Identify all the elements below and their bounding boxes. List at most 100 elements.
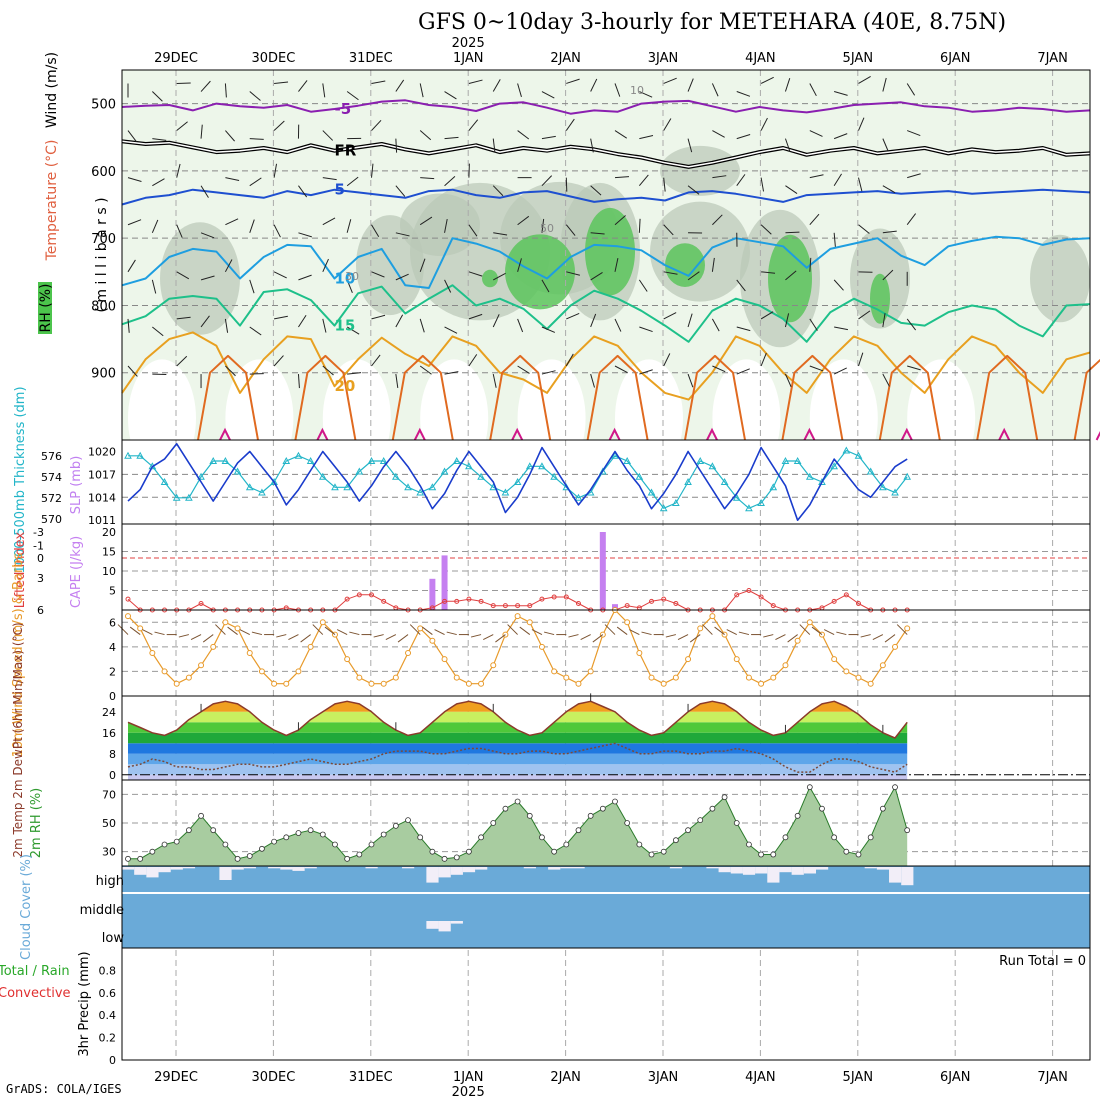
temp-band [128,701,908,712]
wind-barb [152,178,165,187]
thickness-point [866,467,875,475]
wind-barb [371,271,385,278]
lifted-index-point [344,596,350,602]
thickness-point [294,451,303,459]
wind-speed-point [465,680,472,687]
rh-dry-region [225,359,294,478]
wind-speed-point [575,680,582,687]
thickness-point [197,472,205,480]
isotherm-25 [1073,358,1100,441]
rh-point [344,855,351,862]
wind-barb [346,279,353,294]
wind-barb [444,279,452,293]
wind-speed-point [453,674,460,681]
cloud-label: Cloud Cover (%) [19,854,34,960]
thickness-point [282,456,291,464]
wind-barb [322,130,334,141]
wind-barb [419,130,432,141]
wind-barb [419,83,424,98]
slp-tick: 1020 [88,445,116,458]
wind-speed-point [210,643,217,650]
wind-barb [541,279,550,293]
precip-label: 3hr Precip (mm) [77,951,92,1056]
rh-point [198,812,204,819]
wind-barb [736,368,750,375]
wind-barb [200,124,203,139]
wind-speed-point [794,637,801,644]
thickness-point [708,462,717,470]
wind-barb [882,230,897,234]
wind-barb [468,224,478,237]
wind-speed-point [526,619,533,626]
rh-point [125,855,131,862]
wind-barb [712,214,723,226]
wind-barb [249,177,262,187]
cape-tick: 20 [102,526,116,539]
wind-barb [298,274,312,281]
wind-speed-point [246,650,253,656]
cloud-low-label: low [102,931,125,946]
wind-barb-10m [251,631,263,636]
thickness-point [501,488,510,496]
day-label-bottom: 6JAN [940,1070,971,1085]
lifted-index-point [624,603,630,609]
wind-barb [298,185,308,198]
wind-barb-10m [483,634,494,641]
rh-point [478,834,484,841]
cloud-high-bar [122,867,135,870]
wind-barb [785,231,800,234]
wind-speed-point [417,625,424,632]
day-label-top: 31DEC [349,51,393,66]
wind-barb-10m [519,626,531,635]
wind-barb [224,83,227,98]
lifted-index-point [478,598,484,604]
cape-tick: 5 [109,585,116,598]
wind-barb [712,130,725,138]
wind-barb-10m [726,629,737,636]
precip-tick: 0.8 [99,964,117,977]
rh-point [161,841,168,848]
wind-tick: 4 [109,641,116,654]
freezing-line-inner [121,140,1091,168]
thickness-point [696,456,705,464]
rh-point [551,848,558,855]
cloud-high-bar [669,867,683,869]
cloud-high-bar [560,867,573,869]
wind-barb [249,326,262,336]
lifted-index-point [442,598,448,604]
rh-dry-region [907,359,976,478]
rh-contour-label: 30 [345,270,359,283]
wind-barb [639,326,653,333]
rh-point [210,827,217,834]
wind-barb-10m [896,624,908,635]
day-label-bottom: 31DEC [349,1070,393,1085]
cloud-high-bar [243,867,256,869]
wind-barb [444,175,456,187]
cloud-high-bar [475,867,488,870]
wind-barb [346,326,360,335]
wind-barb [614,176,630,179]
thickness-point [331,483,339,491]
rh-point [149,848,156,855]
wind-barb [322,318,327,333]
wind-barb [736,91,751,97]
wind-speed-point [892,643,899,650]
rh-tick: 30 [102,846,116,859]
chart-title: GFS 0~10day 3-hourly for METEHARA (40E, … [418,10,1007,35]
wind-speed-point [429,637,436,644]
wind-barb [858,310,871,320]
lifted-index-point [490,603,496,609]
wind-barb-10m [823,629,835,636]
wind-barb [809,365,824,372]
slp-tick: 1017 [88,468,116,481]
wind-barb [225,365,236,377]
wind-barb-10m [689,634,701,643]
isotherm-30 [219,427,231,441]
rh-point [234,855,241,862]
thickness-point [830,462,838,470]
wind-speed-point [745,674,752,681]
rh-point [819,805,825,812]
isotherm-15 [121,284,1091,343]
wind-barb-10m [714,626,725,635]
cape-bar [429,578,436,610]
